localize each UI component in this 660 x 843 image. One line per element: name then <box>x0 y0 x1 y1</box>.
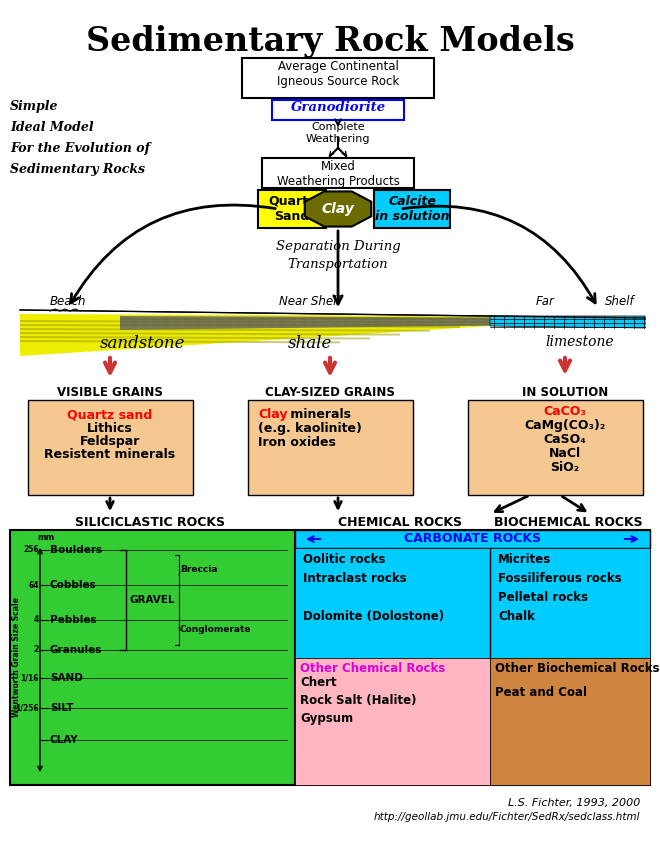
Polygon shape <box>305 191 372 227</box>
Text: Mixed
Weathering Products: Mixed Weathering Products <box>277 160 399 188</box>
Text: GRAVEL: GRAVEL <box>130 595 176 605</box>
Text: Chert
Rock Salt (Halite)
Gypsum: Chert Rock Salt (Halite) Gypsum <box>300 676 416 725</box>
Text: Complete
Weathering: Complete Weathering <box>306 122 370 143</box>
Text: Pebbles: Pebbles <box>50 615 96 625</box>
Polygon shape <box>20 332 400 336</box>
Text: Granules: Granules <box>50 645 102 655</box>
Text: Far: Far <box>536 295 555 308</box>
Bar <box>258 190 326 228</box>
Text: SiO₂: SiO₂ <box>550 461 579 474</box>
Text: minerals: minerals <box>286 408 351 421</box>
Bar <box>28 400 193 495</box>
Text: CaMg(CO₃)₂: CaMg(CO₃)₂ <box>525 419 606 432</box>
Text: 256: 256 <box>23 545 39 555</box>
Text: Lithics: Lithics <box>87 422 133 435</box>
Text: IN SOLUTION: IN SOLUTION <box>522 386 608 399</box>
Text: http://geollab.jmu.edu/Fichter/SedRx/sedclass.html: http://geollab.jmu.edu/Fichter/SedRx/sed… <box>374 812 640 822</box>
Bar <box>295 530 650 785</box>
Bar <box>242 58 434 98</box>
Text: VISIBLE GRAINS: VISIBLE GRAINS <box>57 386 163 399</box>
Bar <box>248 400 413 495</box>
Text: Near Shelf: Near Shelf <box>279 295 341 308</box>
Text: CaSO₄: CaSO₄ <box>544 433 586 446</box>
Text: sandstone: sandstone <box>100 335 185 352</box>
Text: Sedimentary Rock Models: Sedimentary Rock Models <box>86 25 574 58</box>
Text: Peat and Coal: Peat and Coal <box>495 686 587 699</box>
Text: Resistent minerals: Resistent minerals <box>44 448 176 461</box>
Bar <box>295 658 490 785</box>
Text: Shelf: Shelf <box>605 295 635 308</box>
Text: 64: 64 <box>28 581 39 589</box>
Text: Feldspar: Feldspar <box>80 435 140 448</box>
Bar <box>262 158 414 188</box>
Text: mm: mm <box>38 533 55 542</box>
Bar <box>374 190 450 228</box>
Text: Iron oxides: Iron oxides <box>258 436 336 449</box>
Text: CARBONATE ROCKS: CARBONATE ROCKS <box>404 532 541 545</box>
Text: 1/16: 1/16 <box>20 674 39 683</box>
Text: Calcite
in solution: Calcite in solution <box>375 195 449 223</box>
Bar <box>468 400 643 495</box>
Text: Other Chemical Rocks: Other Chemical Rocks <box>300 662 446 675</box>
Text: shale: shale <box>288 335 332 352</box>
Bar <box>295 530 650 548</box>
Text: Average Continental
Igneous Source Rock: Average Continental Igneous Source Rock <box>277 60 399 88</box>
Text: 2: 2 <box>34 646 39 654</box>
Text: Granodiorite: Granodiorite <box>290 101 385 114</box>
Text: Micrites
Fossiliferous rocks
Pelletal rocks
Chalk: Micrites Fossiliferous rocks Pelletal ro… <box>498 553 622 623</box>
Text: 4: 4 <box>34 615 39 625</box>
Text: Beach: Beach <box>50 295 86 308</box>
Text: L.S. Fichter, 1993, 2000: L.S. Fichter, 1993, 2000 <box>508 798 640 808</box>
Text: SILICICLASTIC ROCKS: SILICICLASTIC ROCKS <box>75 516 225 529</box>
Text: Oolitic rocks
Intraclast rocks

Dolomite (Dolostone): Oolitic rocks Intraclast rocks Dolomite … <box>303 553 444 623</box>
Polygon shape <box>490 316 645 328</box>
Text: (e.g. kaolinite): (e.g. kaolinite) <box>258 422 362 435</box>
Text: Breccia: Breccia <box>180 566 218 574</box>
Text: Other Biochemical Rocks: Other Biochemical Rocks <box>495 662 659 675</box>
Text: Cobbles: Cobbles <box>50 580 97 590</box>
Polygon shape <box>20 320 490 324</box>
Text: CaCO₃: CaCO₃ <box>544 405 587 418</box>
Polygon shape <box>20 328 430 332</box>
Text: Conglomerate: Conglomerate <box>180 626 251 635</box>
Text: SAND: SAND <box>50 673 83 683</box>
Text: Separation During
Transportation: Separation During Transportation <box>276 240 401 271</box>
Text: BIOCHEMICAL ROCKS: BIOCHEMICAL ROCKS <box>494 516 642 529</box>
Text: CLAY-SIZED GRAINS: CLAY-SIZED GRAINS <box>265 386 395 399</box>
Polygon shape <box>20 314 490 356</box>
Text: Quartz sand: Quartz sand <box>67 408 152 421</box>
Text: CLAY: CLAY <box>50 735 79 745</box>
Bar <box>295 548 650 658</box>
Text: Simple
Ideal Model
For the Evolution of
Sedimentary Rocks: Simple Ideal Model For the Evolution of … <box>10 100 150 176</box>
Text: Clay: Clay <box>321 202 354 216</box>
Text: Boulders: Boulders <box>50 545 102 555</box>
Polygon shape <box>20 336 370 340</box>
Text: NaCl: NaCl <box>549 447 581 460</box>
Text: limestone: limestone <box>546 335 614 349</box>
Text: CHEMICAL ROCKS: CHEMICAL ROCKS <box>338 516 462 529</box>
Text: 1/256: 1/256 <box>15 704 39 712</box>
Text: Quartz
Sand: Quartz Sand <box>269 195 315 223</box>
Bar <box>272 100 404 120</box>
Polygon shape <box>20 324 460 328</box>
Text: Clay: Clay <box>258 408 288 421</box>
Bar <box>490 658 650 785</box>
Text: SILT: SILT <box>50 703 73 713</box>
Bar <box>10 530 295 785</box>
Polygon shape <box>120 316 620 330</box>
Text: Wentworth Grain Size Scale: Wentworth Grain Size Scale <box>13 598 22 717</box>
Polygon shape <box>20 340 340 343</box>
